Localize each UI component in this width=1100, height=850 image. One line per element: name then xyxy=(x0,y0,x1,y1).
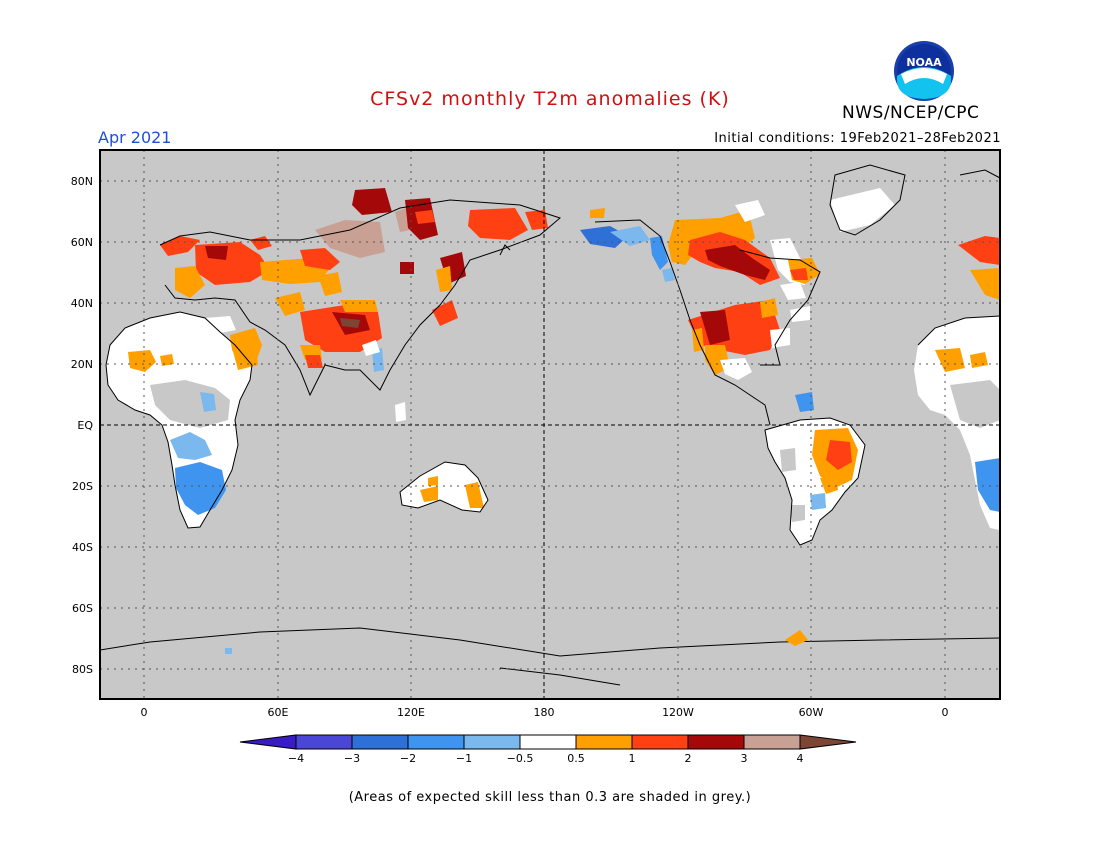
lon-label: 180 xyxy=(534,706,555,719)
map-frame xyxy=(99,149,1001,700)
colorbar-swatch xyxy=(687,734,745,750)
colorbar-swatch xyxy=(407,734,465,750)
coastlines xyxy=(105,164,1000,546)
chart-title: CFSv2 monthly T2m anomalies (K) xyxy=(370,88,730,110)
forecast-month: Apr 2021 xyxy=(98,128,172,147)
lat-label: EQ xyxy=(77,419,93,432)
lat-label: 20S xyxy=(72,480,93,493)
org-label: NWS/NCEP/CPC xyxy=(842,103,980,123)
colorbar-tick-label: 1 xyxy=(629,752,636,765)
colorbar-swatch xyxy=(295,734,353,750)
colorbar-tick-label: 0.5 xyxy=(567,752,585,765)
colorbar-tick-label: 4 xyxy=(797,752,804,765)
colorbar-tick-label: −3 xyxy=(344,752,360,765)
lon-label: 120W xyxy=(662,706,694,719)
lon-labels: 0 60E 120E 180 120W 60W 0 xyxy=(141,706,949,719)
lon-label: 120E xyxy=(397,706,425,719)
colorbar-tick-label: 2 xyxy=(685,752,692,765)
colorbar-tick-label: −4 xyxy=(288,752,304,765)
lat-label: 20N xyxy=(71,358,93,371)
lon-label: 60E xyxy=(268,706,289,719)
colorbar-tick-label: −2 xyxy=(400,752,416,765)
colorbar-swatch xyxy=(463,734,521,750)
colorbar-tick-label: 3 xyxy=(741,752,748,765)
colorbar-swatch xyxy=(519,734,577,750)
siberia-tan xyxy=(315,220,385,258)
lat-labels: 80N 60N 40N 20N EQ 20S 40S 60S 80S xyxy=(71,175,94,676)
lat-label: 60S xyxy=(72,602,93,615)
africa-blue xyxy=(175,462,226,515)
lat-label: 80S xyxy=(72,663,93,676)
lon-label: 60W xyxy=(799,706,824,719)
lon-label: 0 xyxy=(942,706,949,719)
africa-grey xyxy=(150,380,230,428)
colorbar-swatch xyxy=(351,734,409,750)
initial-conditions: Initial conditions: 19Feb2021–28Feb2021 xyxy=(714,131,1001,146)
colorbar-swatch xyxy=(743,734,801,750)
colorbar-min-arrow xyxy=(239,734,297,750)
lat-label: 60N xyxy=(71,236,93,249)
colorbar-swatch xyxy=(631,734,689,750)
skill-footnote: (Areas of expected skill less than 0.3 a… xyxy=(348,790,752,805)
australia-land xyxy=(400,462,488,512)
lat-label: 40S xyxy=(72,541,93,554)
lat-label: 80N xyxy=(71,175,93,188)
colorbar-tick-label: −1 xyxy=(456,752,472,765)
colorbar-swatch xyxy=(575,734,633,750)
lat-label: 40N xyxy=(71,297,93,310)
lon-label: 0 xyxy=(141,706,148,719)
colorbar-max-arrow xyxy=(799,734,857,750)
noaa-logo: NOAA xyxy=(893,40,955,102)
svg-text:NOAA: NOAA xyxy=(906,56,942,69)
colorbar-tick-label: −0.5 xyxy=(507,752,534,765)
